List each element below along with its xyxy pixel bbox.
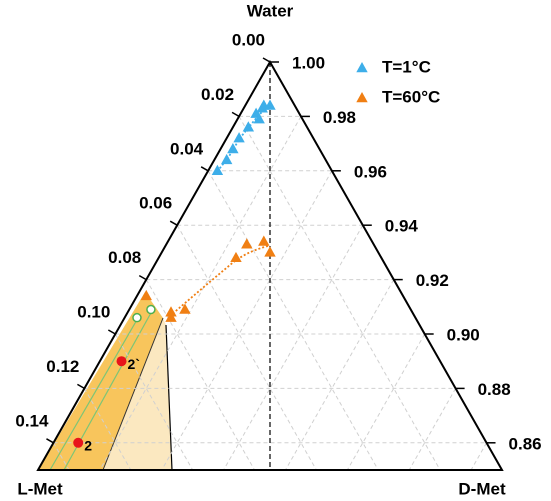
tick-mark [169, 220, 178, 226]
data-point [211, 164, 224, 175]
grid-line [83, 388, 132, 471]
data-point [233, 132, 245, 143]
data-point [258, 235, 270, 246]
right-tick-label: 0.88 [478, 380, 511, 399]
region-boundary [165, 324, 173, 471]
grid-line [285, 279, 395, 471]
right-tick-label: 0.92 [416, 271, 449, 290]
data-point [253, 113, 265, 124]
data-point [241, 238, 253, 249]
data-point [140, 289, 152, 301]
tick-mark [77, 383, 85, 390]
grid-line [145, 279, 255, 471]
tick-mark [46, 438, 54, 444]
data-point [165, 311, 177, 322]
tick-mark [138, 274, 147, 281]
region-dark [38, 292, 163, 470]
red-point [116, 356, 127, 367]
left-tick-label: 0.08 [108, 248, 141, 267]
grid-line [53, 442, 70, 471]
legend-marker [356, 62, 368, 73]
left-tick-label: 0.14 [15, 411, 49, 430]
grid-line [408, 388, 457, 471]
right-label: D-Met [458, 479, 506, 498]
right-tick-label: 0.98 [323, 108, 356, 127]
left-tick-label: 0.06 [139, 194, 172, 213]
right-tick-label: 0.94 [385, 217, 419, 236]
grid-line [207, 170, 379, 471]
trend-line [169, 245, 269, 317]
point-label: 2 [84, 438, 92, 454]
right-tick-label: 0.86 [509, 434, 542, 453]
data-point [264, 246, 276, 257]
left-tick-label: 0.12 [46, 357, 79, 376]
grid-line [161, 170, 333, 471]
region-boundary [102, 317, 164, 471]
grid-line [99, 116, 302, 471]
grid-line [238, 116, 441, 471]
top-label: Water [247, 1, 294, 20]
data-point [179, 303, 191, 314]
data-point [230, 251, 242, 263]
left-tick-label: 0.00 [232, 30, 265, 49]
red-point [73, 437, 84, 448]
grid-line [176, 224, 317, 471]
open-circle [132, 312, 142, 323]
left-tick-label: 0.10 [77, 302, 110, 321]
tie-line [49, 317, 139, 471]
tick-mark [200, 166, 209, 172]
grid-line [470, 442, 487, 471]
right-tick-label: 1.00 [292, 53, 325, 72]
legend-marker [356, 92, 368, 103]
tick-mark [231, 111, 240, 118]
left-tick-label: 0.04 [170, 139, 204, 158]
grid-line [114, 333, 194, 471]
triangle-frame [36, 59, 504, 471]
legend-label: T=1°C [382, 57, 431, 76]
tick-mark [107, 329, 116, 335]
point-label: 2` [128, 356, 140, 372]
right-tick-label: 0.96 [354, 162, 387, 181]
legend-label: T=60°C [382, 87, 440, 106]
data-point [220, 153, 233, 165]
data-point [227, 143, 239, 154]
left-tick-label: 0.02 [201, 85, 234, 104]
left-label: L-Met [17, 479, 63, 498]
data-point [256, 102, 268, 113]
grid-line [346, 333, 426, 471]
open-circle [146, 304, 156, 315]
data-point [242, 121, 255, 132]
grid-line [223, 224, 364, 471]
right-tick-label: 0.90 [447, 325, 480, 344]
region-light [103, 318, 172, 470]
tick-mark [262, 57, 271, 63]
data-point [165, 306, 177, 317]
